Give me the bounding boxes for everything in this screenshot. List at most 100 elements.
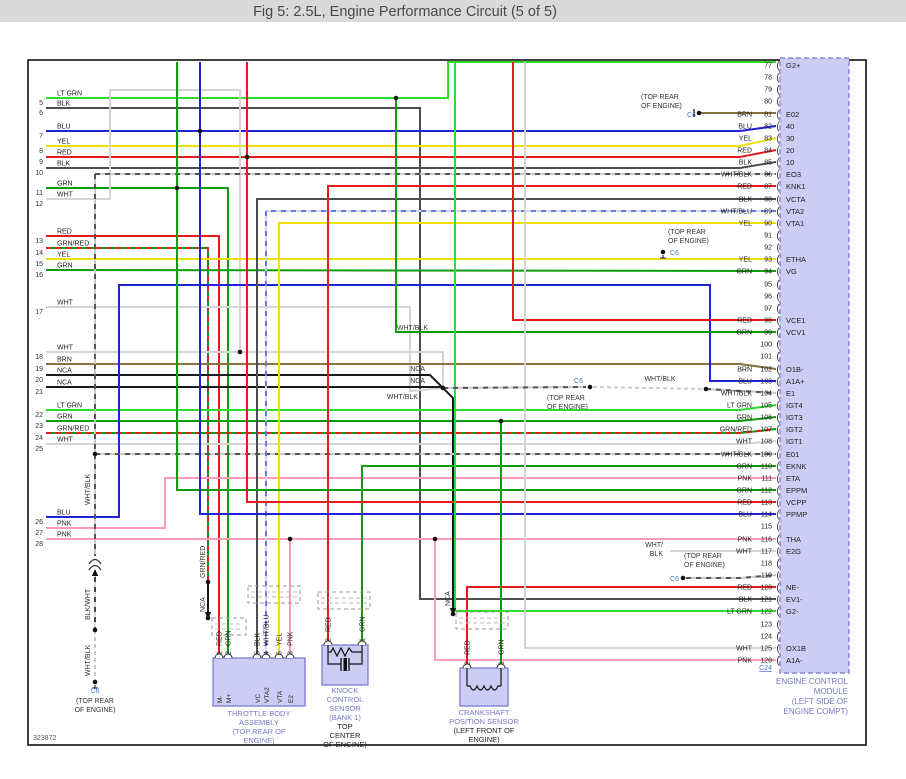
wire-line bbox=[278, 222, 776, 658]
ecm-pin-104: WHT/BLK 104 (E1 bbox=[721, 389, 795, 400]
ecm-pin-122: LT GRN 122 (G2- bbox=[727, 607, 799, 618]
pin-wire-color: RED bbox=[737, 148, 752, 155]
wire-BLK-31 bbox=[256, 198, 776, 658]
pin-bracket: ( bbox=[776, 401, 780, 412]
ecm-name-label: ENGINE COMPT) bbox=[784, 707, 849, 716]
wire-line bbox=[466, 586, 776, 668]
wire-RED-39 bbox=[512, 62, 776, 321]
pin-wire-color: YEL bbox=[739, 257, 752, 264]
ecm-pin-95: 95 ( bbox=[764, 280, 780, 291]
pin-bracket: ( bbox=[776, 377, 780, 388]
inline-connector-symbol bbox=[211, 617, 247, 636]
ecm-name-label: (LEFT SIDE OF bbox=[792, 697, 848, 706]
wire-WHT-13 bbox=[46, 351, 444, 388]
annotation-label: (TOP REAR OF ENGINE) bbox=[547, 395, 588, 411]
terminal-wire-color: WHT/BLU bbox=[264, 615, 271, 647]
left-wire-number: 17 bbox=[35, 309, 43, 316]
left-wire-15: 15 YEL bbox=[35, 252, 70, 269]
annotation-label: NCA bbox=[445, 591, 452, 606]
annotation-text: WHT/BLK bbox=[85, 645, 92, 676]
wire-GRN-18 bbox=[46, 416, 777, 422]
wire-PNK-42 bbox=[434, 539, 776, 661]
pin-signal-label: 20 bbox=[786, 146, 794, 155]
annotation-text: GRN/RED bbox=[200, 546, 207, 578]
wire-line bbox=[46, 107, 776, 600]
pin-wire-color: WHT/BLK bbox=[721, 452, 752, 459]
wire-NCA-15 bbox=[46, 374, 444, 389]
pin-signal-label: IGT3 bbox=[786, 413, 803, 422]
connector-link-C24[interactable]: C24 bbox=[759, 665, 772, 672]
left-wire-number: 14 bbox=[35, 250, 43, 257]
connector-link-text[interactable]: C4 bbox=[687, 112, 696, 119]
connector-link-text[interactable]: C6 bbox=[670, 576, 679, 583]
ecm-name-label: MODULE bbox=[814, 687, 848, 696]
pin-bracket: ( bbox=[776, 644, 780, 655]
annotation-label: (TOP REAR OF ENGINE) bbox=[668, 229, 709, 245]
terminal-name: VC bbox=[255, 694, 262, 703]
annotation-text: BLK bbox=[650, 551, 664, 558]
left-wire-number: 25 bbox=[35, 446, 43, 453]
junction-dot bbox=[696, 110, 702, 116]
left-wire-number: 23 bbox=[35, 423, 43, 430]
diagram-frame bbox=[27, 59, 867, 746]
wire-stripe bbox=[705, 388, 777, 394]
terminal-bump bbox=[357, 640, 367, 646]
connector-link-C6[interactable]: C6 bbox=[670, 576, 679, 583]
terminal-name: VTA2 bbox=[264, 687, 271, 703]
ecm-pin-113: RED 113 (VCPP bbox=[737, 498, 806, 509]
ecm-pin-112: GRN 112 (EPPM bbox=[736, 486, 807, 497]
junction-dot bbox=[680, 575, 686, 581]
left-wire-14: 14 GRN/RED bbox=[35, 241, 89, 258]
wire-WHTBLK-48 bbox=[592, 386, 707, 390]
wire-arrow-down bbox=[449, 608, 457, 615]
pin-bracket: ( bbox=[776, 267, 780, 278]
annotation-label: NCA bbox=[410, 366, 425, 373]
pin-bracket: ( bbox=[776, 328, 780, 339]
ecm-pin-88: BLK 88 (VCTA bbox=[739, 195, 806, 206]
left-wire-color: BLU bbox=[57, 124, 71, 131]
connector-link-text[interactable]: C6 bbox=[574, 378, 583, 385]
pin-signal-label: EPPM bbox=[786, 486, 807, 495]
connector-link-C6[interactable]: C6 bbox=[91, 688, 100, 695]
annotation-text: (TOP REAR bbox=[641, 94, 679, 101]
ecm-pin-115: 115 ( bbox=[761, 522, 781, 533]
pin-wire-color: YEL bbox=[739, 221, 752, 228]
left-wire-number: 19 bbox=[35, 366, 43, 373]
ecm-pin-114: BLU 114 (PPMP bbox=[738, 510, 807, 521]
junction-dot bbox=[92, 627, 98, 633]
terminal-wire-color: GRN bbox=[360, 616, 367, 632]
connector-link-text[interactable]: C6 bbox=[670, 250, 679, 257]
connector-link-text[interactable]: C6 bbox=[91, 688, 100, 695]
ecm-pin-92: 92 ( bbox=[764, 243, 780, 254]
pin-bracket: ( bbox=[776, 583, 780, 594]
pin-signal-label: THA bbox=[786, 535, 801, 544]
pin-number: 84 bbox=[764, 148, 772, 155]
ecm-pin-78: 78 ( bbox=[764, 73, 780, 84]
pin-wire-color: YEL bbox=[739, 136, 752, 143]
left-wire-number: 12 bbox=[35, 201, 43, 208]
left-wire-color: RED bbox=[57, 229, 72, 236]
pin-bracket: ( bbox=[776, 73, 780, 84]
component-label: SENSOR bbox=[329, 704, 361, 713]
pin-wire-color: BLK bbox=[739, 160, 753, 167]
pin-bracket: ( bbox=[776, 158, 780, 169]
junction-dot bbox=[660, 249, 666, 255]
ecm-pin-126: PNK 126 (A1A- bbox=[738, 656, 804, 667]
ecm-pin-107: GRN/RED 107 (IGT2 bbox=[720, 425, 803, 436]
wire-BLK-1 bbox=[46, 107, 776, 600]
pin-wire-color: RED bbox=[737, 184, 752, 191]
pin-bracket: ( bbox=[776, 292, 780, 303]
annotation-label: WHT/BLK bbox=[387, 394, 418, 401]
connector-link-C6[interactable]: C6 bbox=[574, 378, 583, 385]
knock-piezo-lead bbox=[349, 652, 363, 665]
ecm-pin-90: YEL 90 (VTA1 bbox=[739, 219, 804, 230]
pin-bracket: ( bbox=[776, 522, 780, 533]
terminal-bump bbox=[214, 653, 224, 659]
connector-link-C6[interactable]: C6 bbox=[670, 250, 679, 257]
ecm-pin-86: WHT/BLK 86 (EO3 bbox=[721, 170, 801, 181]
connector-link-C4[interactable]: C4 bbox=[687, 112, 696, 119]
pin-number: 91 bbox=[764, 233, 772, 240]
component-box bbox=[212, 657, 306, 707]
